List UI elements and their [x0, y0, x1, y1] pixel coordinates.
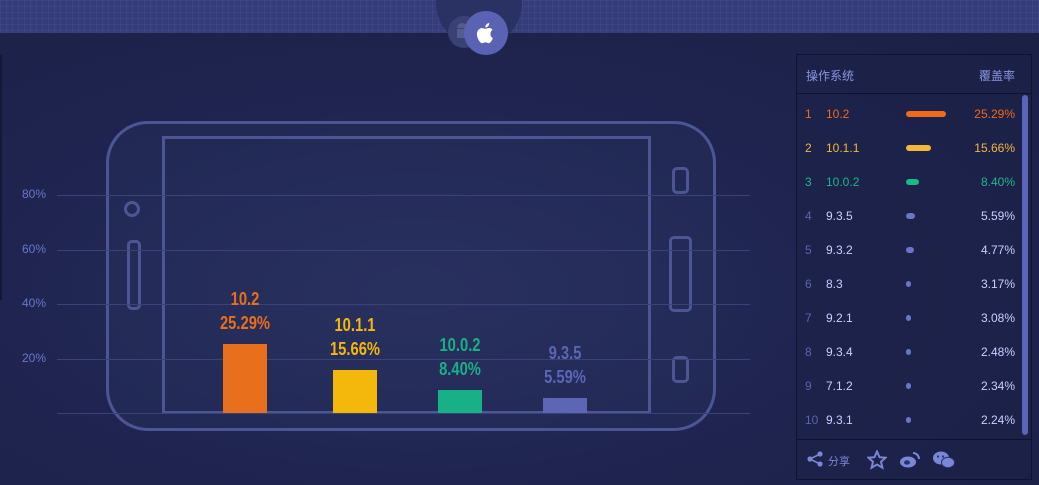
phone-right-button-top [672, 167, 689, 194]
row-rank: 7 [805, 311, 812, 325]
row-coverage-bar [906, 247, 914, 253]
table-row[interactable]: 5 9.3.2 4.77% [797, 233, 1021, 267]
row-coverage-bar [906, 213, 915, 219]
row-version: 7.1.2 [826, 379, 853, 393]
row-coverage-bar [906, 145, 931, 151]
row-version: 10.2 [826, 107, 850, 121]
row-version: 9.3.5 [826, 209, 853, 223]
weibo-icon[interactable] [899, 450, 921, 474]
chart-bar[interactable] [333, 370, 377, 413]
bar-value-label: 5.59% [544, 367, 586, 387]
row-coverage: 2.34% [980, 379, 1015, 393]
row-coverage-bar [906, 349, 911, 355]
chart-bar[interactable] [543, 398, 587, 413]
table-row[interactable]: 4 9.3.5 5.59% [797, 199, 1021, 233]
header-coverage: 覆盖率 [979, 69, 1016, 83]
phone-left-slot [127, 240, 141, 310]
bar-category-label: 10.2 [230, 289, 260, 309]
row-version: 9.3.2 [826, 243, 853, 257]
left-edge-divider [0, 55, 2, 300]
star-icon[interactable] [865, 449, 889, 474]
y-tick-label: 20% [22, 351, 47, 365]
bar-label: 10.0.2 8.40% [419, 333, 501, 381]
row-rank: 4 [805, 209, 812, 223]
scrollbar[interactable] [1022, 95, 1028, 435]
phone-frame [106, 121, 716, 431]
y-tick-label: 40% [22, 296, 47, 310]
row-rank: 8 [805, 345, 812, 359]
row-coverage: 25.29% [974, 107, 1015, 121]
bar-category-label: 10.0.2 [439, 335, 481, 355]
row-coverage-bar [906, 111, 946, 117]
row-coverage: 2.24% [980, 413, 1015, 427]
row-coverage: 2.48% [980, 345, 1015, 359]
share-icon[interactable] [806, 450, 824, 472]
gridline [57, 250, 750, 251]
row-coverage-bar [906, 281, 911, 287]
table-row[interactable]: 8 9.3.4 2.48% [797, 335, 1021, 369]
chart-bar[interactable] [223, 344, 267, 413]
share-footer: 分享 [797, 439, 1031, 481]
apple-tab[interactable] [464, 11, 508, 55]
table-row[interactable]: 3 10.0.2 8.40% [797, 165, 1021, 199]
row-coverage-bar [906, 179, 919, 185]
table-row[interactable]: 9 7.1.2 2.34% [797, 369, 1021, 403]
bar-label: 9.3.5 5.59% [524, 341, 606, 389]
version-coverage-panel: 操作系统 覆盖率 1 10.2 25.29% 2 10.1.1 15.66% 3 10.0.2… [796, 54, 1032, 480]
gridline [57, 195, 750, 196]
row-version: 9.2.1 [826, 311, 853, 325]
row-coverage-bar [906, 315, 911, 321]
apple-icon [476, 23, 493, 44]
phone-right-button-bottom [672, 356, 689, 383]
table-row[interactable]: 2 10.1.1 15.66% [797, 131, 1021, 165]
phone-right-button-middle [669, 236, 692, 312]
chart-bar[interactable] [438, 390, 482, 413]
table-header: 操作系统 覆盖率 [797, 55, 1031, 94]
row-rank: 1 [805, 107, 812, 121]
table-row[interactable]: 7 9.2.1 3.08% [797, 301, 1021, 335]
row-version: 9.3.4 [826, 345, 853, 359]
header-os: 操作系统 [806, 69, 855, 83]
row-rank: 5 [805, 243, 812, 257]
gridline [57, 304, 750, 305]
row-rank: 3 [805, 175, 812, 189]
row-version: 8.3 [826, 277, 843, 291]
row-rank: 10 [805, 413, 819, 427]
row-coverage-bar [906, 417, 911, 423]
gridline [57, 359, 750, 360]
share-label[interactable]: 分享 [828, 455, 850, 468]
row-coverage: 5.59% [980, 209, 1015, 223]
y-tick-label: 80% [22, 187, 47, 201]
bar-value-label: 25.29% [219, 313, 271, 333]
table-row[interactable]: 1 10.2 25.29% [797, 97, 1021, 131]
wechat-icon[interactable] [932, 450, 956, 474]
row-version: 10.0.2 [826, 175, 860, 189]
bar-label: 10.1.1 15.66% [314, 313, 396, 361]
y-tick-label: 60% [22, 242, 47, 256]
phone-screen [162, 136, 651, 414]
phone-camera [124, 201, 140, 217]
row-rank: 6 [805, 277, 812, 291]
bar-category-label: 9.3.5 [548, 343, 582, 363]
row-coverage-bar [906, 383, 911, 389]
row-rank: 9 [805, 379, 812, 393]
bar-value-label: 8.40% [439, 359, 481, 379]
bar-label: 10.2 25.29% [204, 287, 286, 335]
bar-category-label: 10.1.1 [334, 315, 376, 335]
row-version: 10.1.1 [826, 141, 860, 155]
row-coverage: 3.17% [980, 277, 1015, 291]
bar-value-label: 15.66% [329, 339, 381, 359]
row-rank: 2 [805, 141, 812, 155]
row-version: 9.3.1 [826, 413, 853, 427]
row-coverage: 4.77% [980, 243, 1015, 257]
row-coverage: 8.40% [980, 175, 1015, 189]
table-row[interactable]: 6 8.3 3.17% [797, 267, 1021, 301]
x-axis-line [57, 413, 750, 414]
row-coverage: 15.66% [974, 141, 1015, 155]
table-row[interactable]: 10 9.3.1 2.24% [797, 403, 1021, 437]
row-coverage: 3.08% [980, 311, 1015, 325]
